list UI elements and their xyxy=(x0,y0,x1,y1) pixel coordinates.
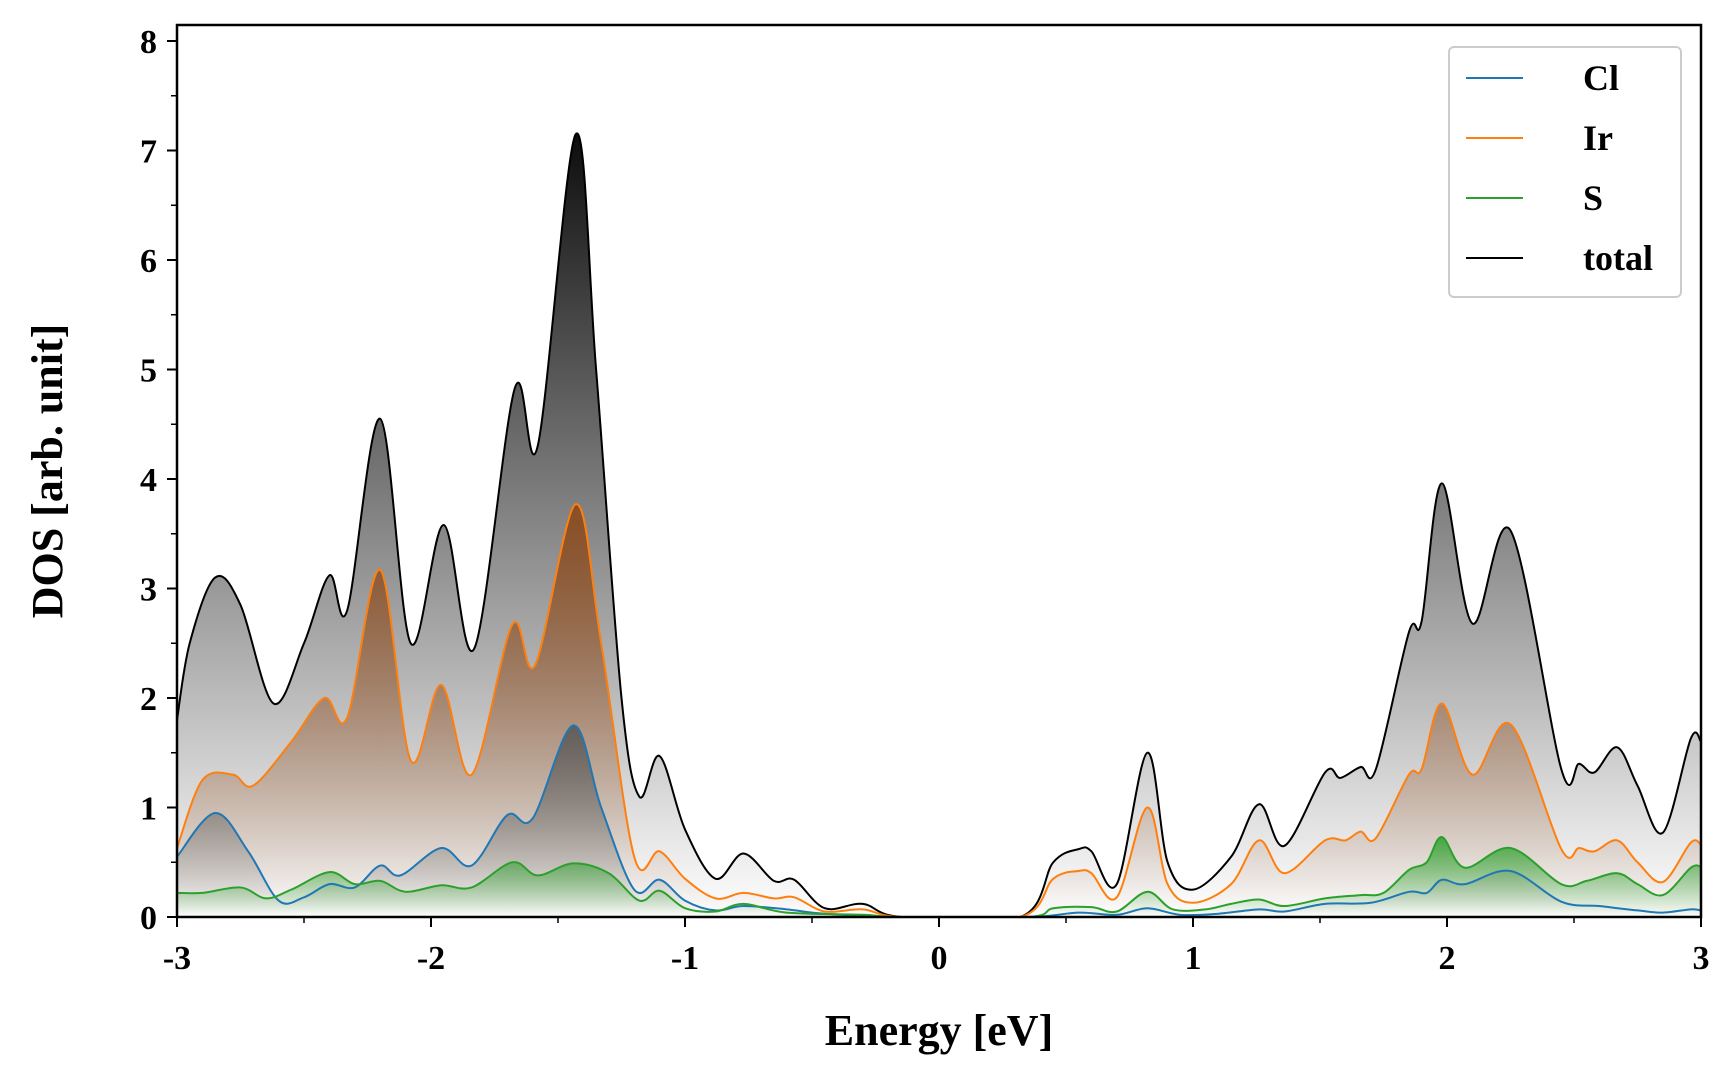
series-line-total xyxy=(176,132,1702,918)
y-tick-label: 6 xyxy=(140,243,157,280)
x-tick-label: 3 xyxy=(1693,940,1710,977)
y-axis-label: DOS [arb. unit] xyxy=(23,324,72,619)
y-tick-label: 4 xyxy=(140,462,157,499)
axes: -3 -2 -1 0 1 2 3 0 1 2 3 4 5 6 7 8 xyxy=(140,23,1710,977)
legend-label-s: S xyxy=(1583,178,1603,218)
x-axis-label: Energy [eV] xyxy=(825,1006,1054,1055)
y-tick-label: 8 xyxy=(140,24,157,61)
area-fill-s xyxy=(177,837,1701,917)
legend-label-total: total xyxy=(1583,238,1653,278)
y-tick-label: 3 xyxy=(140,572,157,609)
legend-box xyxy=(1448,46,1682,298)
x-tick-label: 0 xyxy=(931,940,948,977)
x-tick-label: 2 xyxy=(1439,940,1456,977)
legend-label-cl: Cl xyxy=(1583,58,1619,98)
y-tick-label: 1 xyxy=(140,791,157,828)
x-tick-label: -2 xyxy=(417,940,445,977)
series-line-s xyxy=(176,836,1702,919)
x-tick-label: 1 xyxy=(1185,940,1202,977)
y-tick-label: 0 xyxy=(140,900,157,937)
y-tick-label: 5 xyxy=(140,353,157,390)
y-tick-label: 7 xyxy=(140,134,157,171)
x-tick-label: -3 xyxy=(163,940,191,977)
legend-label-ir: Ir xyxy=(1583,118,1613,158)
y-tick-label: 2 xyxy=(140,681,157,718)
x-tick-label: -1 xyxy=(671,940,699,977)
